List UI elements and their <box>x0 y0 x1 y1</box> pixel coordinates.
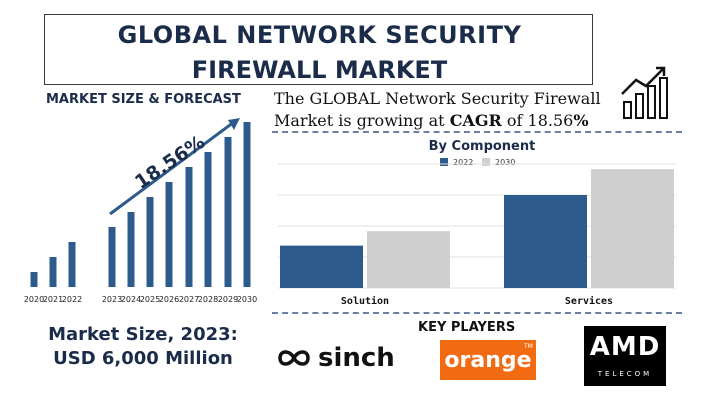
cagr-word: CAGR <box>449 111 502 130</box>
title-line-1: GLOBAL NETWORK SECURITY <box>117 21 522 49</box>
cagr-middle: of 18.56 <box>501 111 574 130</box>
forecast-tick-2029: 2029 <box>218 295 238 304</box>
forecast-tick-2022: 2022 <box>62 295 82 304</box>
forecast-tick-2028: 2028 <box>198 295 218 304</box>
forecast-tick-2024: 2024 <box>121 295 141 304</box>
key-players-label: KEY PLAYERS <box>418 320 516 335</box>
category-label-solution: Solution <box>341 295 389 307</box>
forecast-bar-2022 <box>68 242 76 287</box>
component-bar-chart: By Component 2022 2030 Solution Services <box>278 139 676 307</box>
market-size-line-1: Market Size, 2023: <box>48 324 238 345</box>
growth-chart-icon <box>621 66 668 119</box>
forecast-bar-2030 <box>243 122 251 287</box>
bar-services-2030 <box>591 169 674 288</box>
growth-arrow-head <box>228 118 240 130</box>
forecast-bar-2020 <box>30 272 38 287</box>
orange-tm: TM <box>524 343 533 350</box>
title-line-2: FIREWALL MARKET <box>191 56 448 84</box>
bar-solution-2030 <box>367 231 450 288</box>
market-size-callout: Market Size, 2023: USD 6,000 Million <box>30 323 256 371</box>
forecast-bar-2028 <box>204 152 212 287</box>
divider-bottom <box>272 312 682 314</box>
divider-top <box>272 131 682 133</box>
legend-label-2022: 2022 <box>453 158 473 167</box>
cagr-statement: The GLOBAL Network Security Firewall Mar… <box>274 88 604 132</box>
legend-swatch-2022 <box>440 158 448 166</box>
sinch-logo: sinch <box>278 343 395 373</box>
amd-subtitle: TELECOM <box>597 370 653 378</box>
forecast-tick-2030: 2030 <box>237 295 257 304</box>
forecast-bar-2024 <box>127 212 135 287</box>
market-size-line-2: USD 6,000 Million <box>53 348 233 369</box>
orange-logo: orange TM <box>440 340 536 380</box>
market-size-forecast-label: MARKET SIZE & FORECAST <box>46 92 241 107</box>
forecast-bar-2029 <box>224 137 232 287</box>
category-label-services: Services <box>565 295 613 307</box>
forecast-tick-2021: 2021 <box>43 295 63 304</box>
bar-services-2022 <box>504 195 587 288</box>
amd-telecom-logo: AMD TELECOM <box>584 326 666 386</box>
forecast-bar-2021 <box>49 257 57 287</box>
title-box: GLOBAL NETWORK SECURITY FIREWALL MARKET <box>44 14 593 85</box>
forecast-tick-2023: 2023 <box>102 295 122 304</box>
forecast-bar-2026 <box>165 182 173 287</box>
forecast-tick-2020: 2020 <box>24 295 44 304</box>
legend-label-2030: 2030 <box>495 158 515 167</box>
growth-arrow-line <box>109 120 235 216</box>
forecast-bar-2027 <box>185 167 193 287</box>
cagr-prefix: The GLOBAL Network Security Firewall Mar… <box>274 89 601 130</box>
chart-title: By Component <box>429 139 536 154</box>
forecast-bar-2025 <box>146 197 154 287</box>
forecast-tick-2027: 2027 <box>179 295 199 304</box>
bar-solution-2022 <box>280 245 363 288</box>
sinch-infinity-icon <box>278 350 310 366</box>
cagr-suffix: % <box>573 111 589 130</box>
orange-wordmark: orange <box>444 348 532 373</box>
forecast-tick-2025: 2025 <box>140 295 160 304</box>
legend-swatch-2030 <box>482 158 490 166</box>
forecast-bar-2023 <box>108 227 116 287</box>
forecast-tick-2026: 2026 <box>159 295 179 304</box>
sinch-wordmark: sinch <box>318 343 395 373</box>
amd-wordmark: AMD <box>589 332 661 362</box>
